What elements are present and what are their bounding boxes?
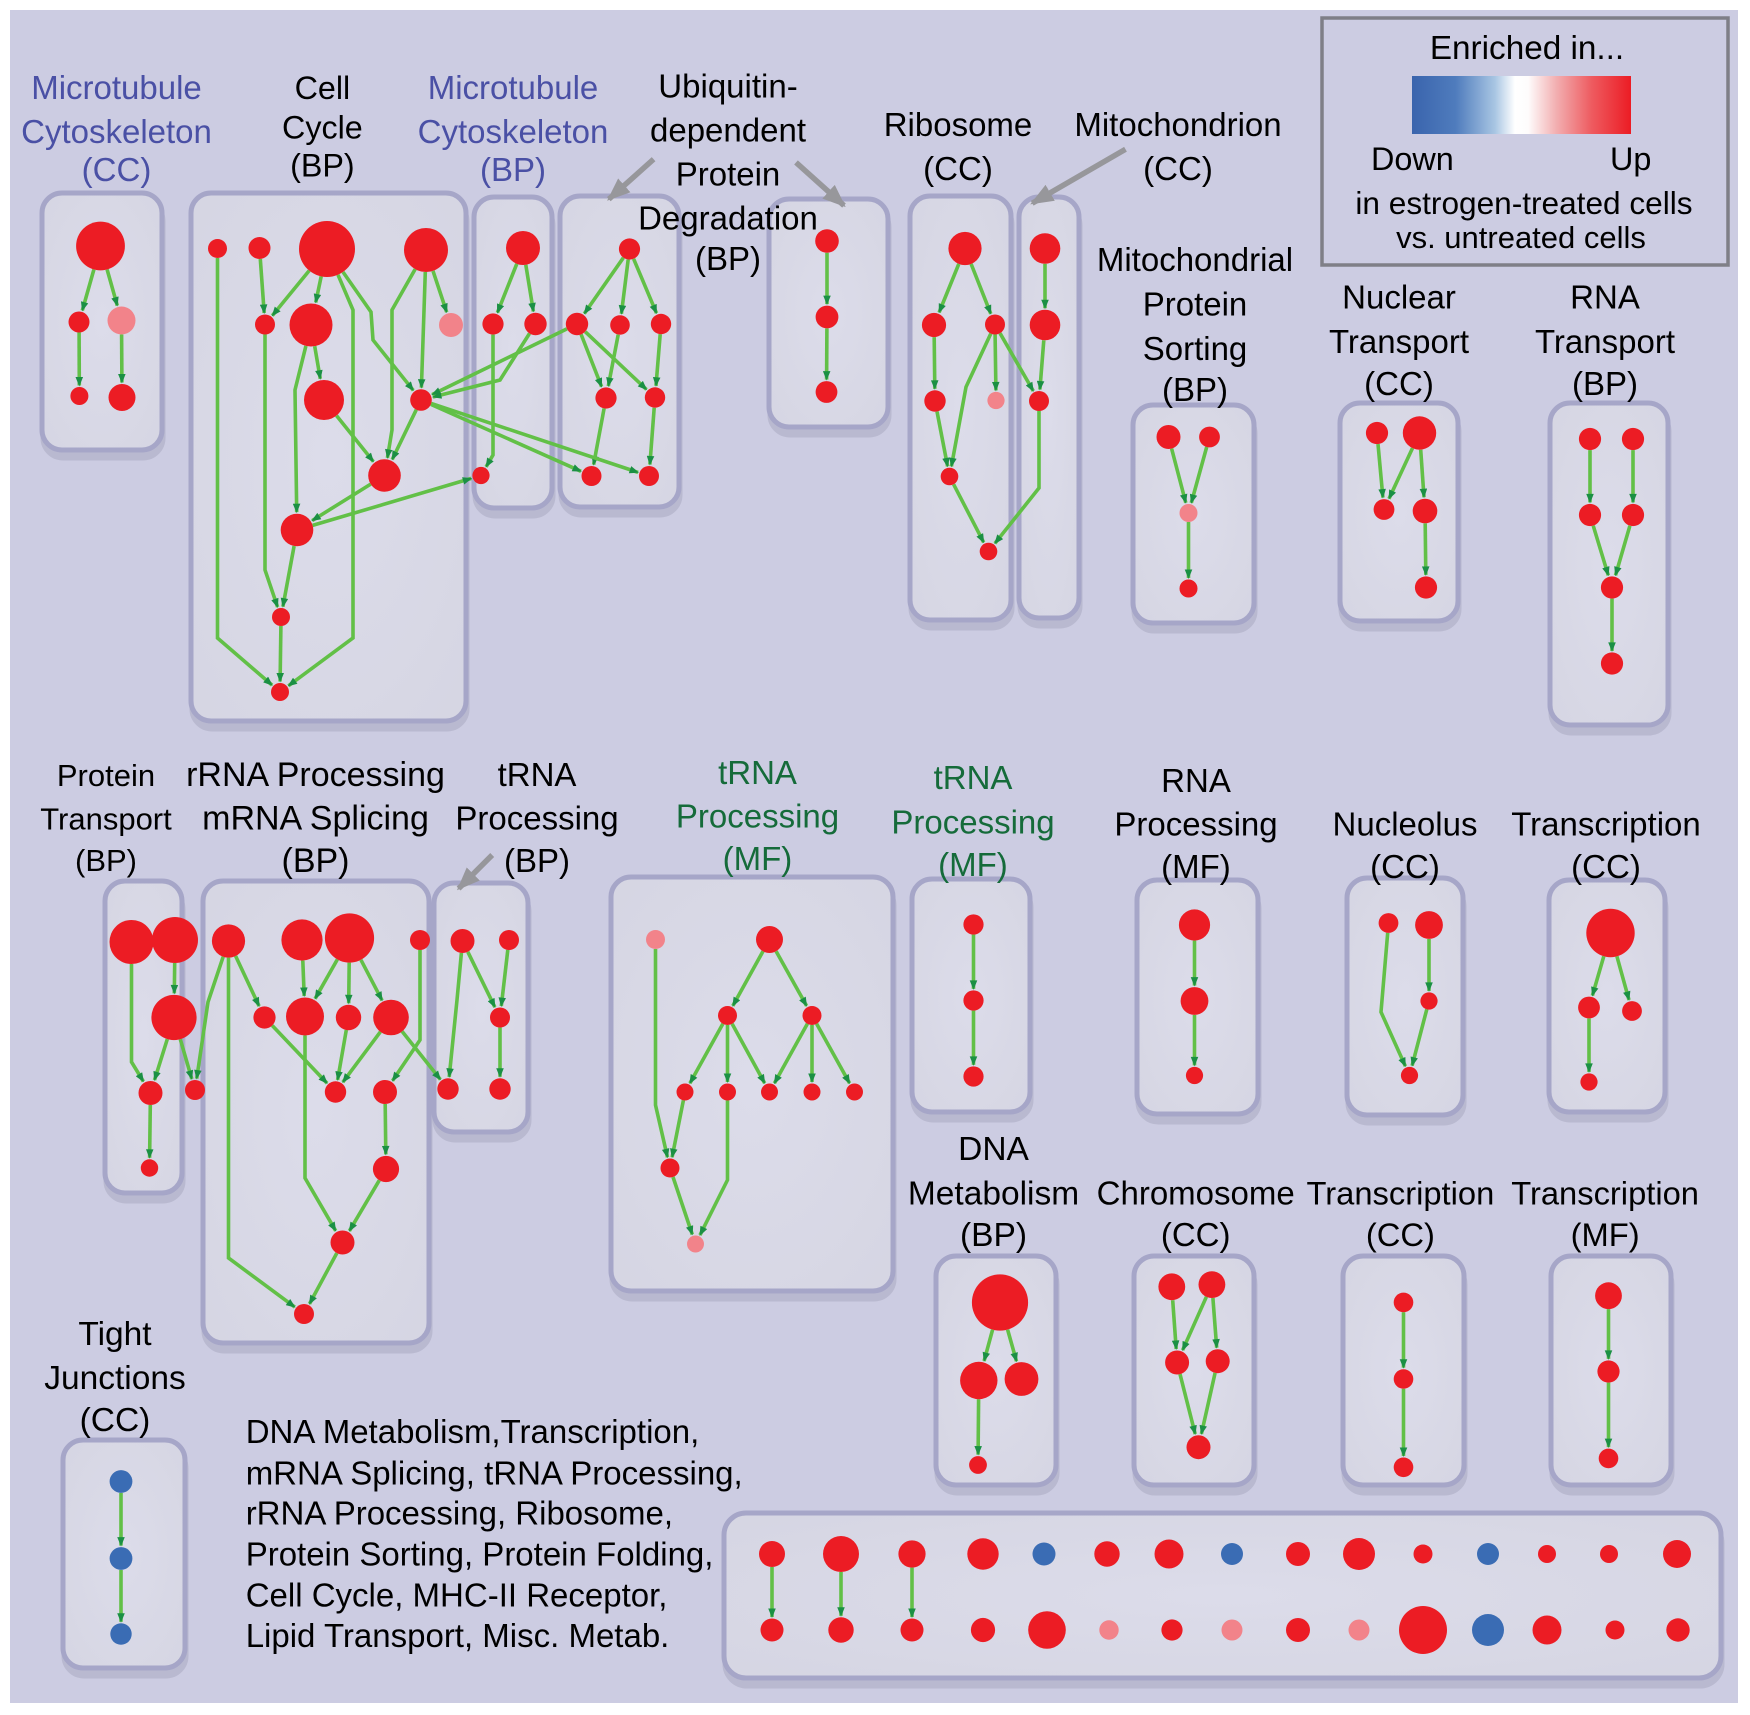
svg-text:Cycle: Cycle bbox=[282, 110, 363, 146]
svg-text:(MF): (MF) bbox=[938, 846, 1008, 883]
svg-text:tRNA: tRNA bbox=[718, 754, 797, 791]
svg-text:rRNA Processing, Ribosome,: rRNA Processing, Ribosome, bbox=[246, 1494, 673, 1531]
svg-text:Junctions: Junctions bbox=[44, 1360, 186, 1397]
svg-text:Transcription: Transcription bbox=[1307, 1175, 1495, 1212]
svg-text:DNA Metabolism,Transcription,: DNA Metabolism,Transcription, bbox=[246, 1413, 700, 1450]
svg-text:Cytoskeleton: Cytoskeleton bbox=[418, 113, 609, 150]
svg-text:Lipid Transport, Misc. Metab.: Lipid Transport, Misc. Metab. bbox=[246, 1617, 670, 1654]
svg-text:(BP): (BP) bbox=[695, 240, 761, 277]
svg-text:(BP): (BP) bbox=[282, 842, 350, 880]
svg-text:Processing: Processing bbox=[891, 804, 1054, 841]
svg-text:Nucleolus: Nucleolus bbox=[1333, 806, 1478, 843]
svg-text:Protein: Protein bbox=[57, 758, 155, 793]
svg-text:Microtubule: Microtubule bbox=[428, 69, 599, 106]
svg-text:Cytoskeleton: Cytoskeleton bbox=[21, 113, 212, 150]
svg-text:Mitochondrion: Mitochondrion bbox=[1074, 106, 1281, 143]
svg-text:(CC): (CC) bbox=[1364, 365, 1434, 402]
svg-text:DNA: DNA bbox=[958, 1131, 1029, 1168]
svg-text:Protein: Protein bbox=[1143, 286, 1248, 323]
svg-text:Transport: Transport bbox=[1535, 323, 1675, 360]
svg-text:Protein Sorting, Protein Foldi: Protein Sorting, Protein Folding, bbox=[246, 1536, 714, 1573]
svg-text:(BP): (BP) bbox=[960, 1217, 1027, 1254]
svg-text:Processing: Processing bbox=[1114, 806, 1277, 843]
svg-text:Protein: Protein bbox=[676, 156, 781, 193]
svg-text:(CC): (CC) bbox=[1161, 1216, 1231, 1253]
svg-text:Metabolism: Metabolism bbox=[908, 1176, 1079, 1213]
svg-text:Cell: Cell bbox=[295, 70, 351, 106]
svg-text:dependent: dependent bbox=[650, 111, 806, 148]
svg-text:Ubiquitin-: Ubiquitin- bbox=[658, 68, 797, 105]
svg-text:tRNA: tRNA bbox=[934, 759, 1013, 796]
svg-text:vs. untreated cells: vs. untreated cells bbox=[1396, 220, 1646, 255]
svg-text:(CC): (CC) bbox=[1366, 1216, 1435, 1253]
svg-text:Microtubule: Microtubule bbox=[31, 69, 202, 106]
svg-text:(BP): (BP) bbox=[75, 843, 137, 878]
svg-text:mRNA Splicing, tRNA Processing: mRNA Splicing, tRNA Processing, bbox=[246, 1454, 743, 1491]
svg-text:(CC): (CC) bbox=[80, 1402, 151, 1439]
svg-text:RNA: RNA bbox=[1570, 279, 1640, 316]
svg-text:Down: Down bbox=[1371, 141, 1454, 177]
svg-text:(CC): (CC) bbox=[1143, 150, 1213, 187]
svg-text:(CC): (CC) bbox=[82, 151, 152, 188]
svg-text:Transcription: Transcription bbox=[1511, 806, 1701, 843]
svg-text:Mitochondrial: Mitochondrial bbox=[1097, 241, 1293, 278]
svg-text:(MF): (MF) bbox=[1571, 1216, 1640, 1253]
svg-text:Transcription: Transcription bbox=[1511, 1175, 1699, 1212]
svg-text:Transport: Transport bbox=[1329, 323, 1469, 360]
svg-text:RNA: RNA bbox=[1161, 762, 1231, 799]
svg-text:(BP): (BP) bbox=[1572, 365, 1638, 402]
svg-text:in estrogen-treated cells: in estrogen-treated cells bbox=[1355, 185, 1692, 221]
svg-text:(BP): (BP) bbox=[290, 148, 355, 184]
svg-text:(CC): (CC) bbox=[1571, 848, 1641, 885]
svg-text:Transport: Transport bbox=[40, 802, 172, 837]
svg-text:(CC): (CC) bbox=[1370, 848, 1440, 885]
svg-text:(BP): (BP) bbox=[480, 151, 546, 188]
svg-text:Processing: Processing bbox=[676, 798, 839, 835]
svg-text:Cell Cycle, MHC-II Receptor,: Cell Cycle, MHC-II Receptor, bbox=[246, 1577, 668, 1614]
svg-text:Degradation: Degradation bbox=[638, 199, 818, 236]
svg-text:(BP): (BP) bbox=[1162, 371, 1228, 408]
svg-text:Enriched in...: Enriched in... bbox=[1430, 30, 1624, 67]
svg-text:mRNA Splicing: mRNA Splicing bbox=[202, 800, 429, 838]
svg-text:Up: Up bbox=[1610, 141, 1651, 177]
svg-text:Chromosome: Chromosome bbox=[1097, 1175, 1295, 1212]
svg-text:(MF): (MF) bbox=[723, 840, 793, 877]
svg-text:tRNA: tRNA bbox=[498, 756, 577, 793]
svg-text:Tight: Tight bbox=[78, 1316, 152, 1353]
svg-text:Sorting: Sorting bbox=[1143, 330, 1248, 367]
svg-text:Nuclear: Nuclear bbox=[1342, 279, 1456, 316]
svg-text:(CC): (CC) bbox=[923, 150, 993, 187]
svg-text:(MF): (MF) bbox=[1161, 848, 1231, 885]
svg-text:Processing: Processing bbox=[455, 800, 618, 837]
svg-text:(BP): (BP) bbox=[504, 842, 570, 879]
svg-text:Ribosome: Ribosome bbox=[884, 106, 1033, 143]
svg-text:rRNA Processing: rRNA Processing bbox=[186, 756, 445, 794]
